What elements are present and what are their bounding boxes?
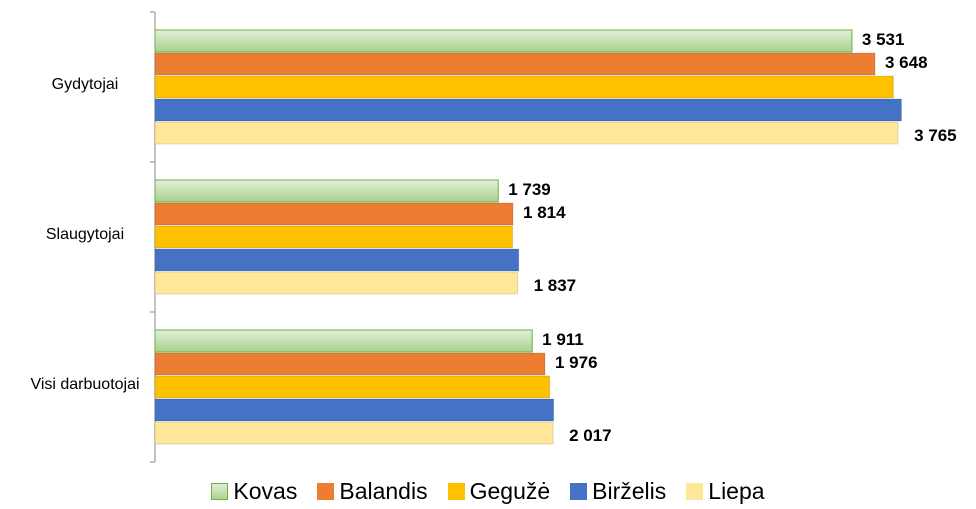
bar [154, 398, 555, 422]
bar [154, 52, 876, 76]
bar [154, 421, 554, 445]
bar [154, 329, 533, 353]
bar [154, 179, 499, 203]
category-label: Gydytojai [51, 76, 119, 93]
bar [154, 375, 551, 399]
category-label: Slaugytojai [45, 226, 125, 243]
legend-item: Kovas [211, 478, 297, 505]
value-label: 1 837 [534, 276, 577, 295]
value-label: 3 531 [862, 30, 905, 49]
value-label: 2 017 [569, 426, 612, 445]
bar [154, 98, 902, 122]
bar [154, 121, 899, 145]
legend-item: Balandis [317, 478, 428, 505]
bar [154, 75, 894, 99]
value-label: 1 814 [523, 203, 566, 222]
legend-label: Gegužė [469, 478, 551, 504]
legend-swatch [211, 483, 229, 500]
legend-swatch [447, 483, 465, 500]
value-label: 1 911 [542, 330, 584, 349]
legend-item: Gegužė [447, 478, 551, 505]
bar [154, 202, 514, 226]
legend-label: Liepa [708, 478, 765, 504]
bar [154, 29, 853, 53]
legend: Kovas Balandis Gegužė Birželis Liepa [0, 478, 976, 505]
bar [154, 352, 546, 376]
legend-item: Liepa [686, 478, 765, 505]
legend-label: Birželis [592, 478, 667, 504]
value-label: 1 739 [508, 180, 551, 199]
legend-label: Balandis [339, 478, 428, 504]
legend-label: Kovas [233, 478, 298, 504]
category-label: Visi darbuotojai [30, 376, 140, 393]
legend-item: Birželis [570, 478, 666, 505]
legend-swatch [686, 483, 704, 500]
legend-swatch [570, 483, 588, 500]
bar [154, 248, 520, 272]
bar [154, 271, 519, 295]
value-label: 3 648 [885, 53, 928, 72]
value-label: 3 765 [914, 126, 957, 145]
bar [154, 225, 514, 249]
value-label: 1 976 [555, 353, 598, 372]
legend-swatch [317, 483, 335, 500]
